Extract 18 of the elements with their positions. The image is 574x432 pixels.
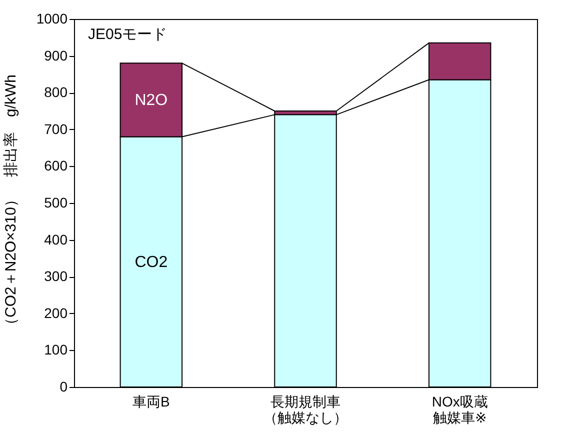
y-tick-label: 1000 [36,10,68,26]
series-label: CO2 [134,254,168,271]
y-tick-label: 900 [44,47,68,64]
x-tick-label: NOx吸蔵触媒車※ [432,394,488,426]
y-tick-label: 200 [44,304,68,321]
series-label: N2O [134,92,168,109]
y-tick-label: 500 [44,194,68,210]
x-tick-label: 車両B [132,394,170,410]
y-tick-label: 100 [44,342,68,358]
y-axis-title: （CO2＋N2O×310） 排出率 g/kWh [2,74,20,332]
annotation: JE05モード [88,26,168,43]
y-tick-label: 700 [44,120,68,137]
y-tick-label: 800 [44,84,68,100]
y-tick-label: 400 [44,231,68,248]
x-tick-label: 長期規制車（触媒なし） [264,394,348,426]
y-tick-label: 300 [44,268,68,284]
y-tick-label: 0 [60,378,68,394]
y-tick-label: 600 [44,158,68,174]
